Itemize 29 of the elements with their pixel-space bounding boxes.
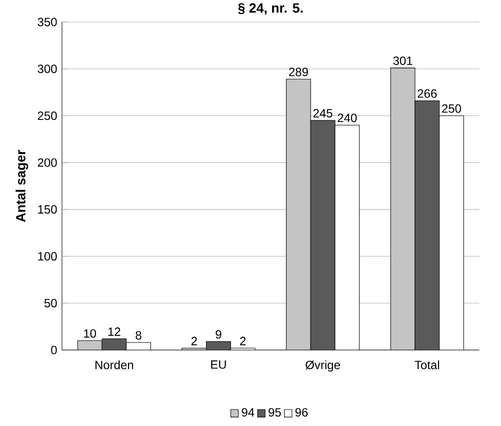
data-label: 289 (289, 68, 308, 76)
legend-label: 95 (268, 408, 281, 417)
x-tick-label: Norden (95, 360, 134, 370)
data-label: 8 (136, 331, 142, 340)
data-label: 240 (338, 114, 357, 122)
y-tick-label: 350 (38, 18, 57, 26)
y-tick-label: 200 (38, 158, 57, 167)
data-label: 2 (240, 336, 246, 346)
y-tick-label: 0 (51, 346, 57, 354)
x-tick-label: Total (414, 360, 440, 370)
x-tick-label: Øvrige (306, 360, 340, 372)
data-label: 9 (216, 330, 222, 339)
y-tick-label: 50 (44, 298, 57, 308)
legend-label: 96 (295, 408, 308, 417)
y-axis-title: Antal sager (16, 150, 28, 222)
y-tick-label: 150 (38, 205, 57, 214)
y-tick-label: 250 (38, 111, 57, 120)
y-tick-label: 100 (38, 252, 57, 261)
x-tick-label: EU (211, 360, 226, 369)
data-label: 245 (313, 108, 332, 118)
data-label: 10 (84, 329, 96, 338)
data-label: 250 (442, 104, 462, 113)
legend-label: 94 (242, 408, 254, 417)
data-label: 266 (418, 89, 437, 98)
data-label: 2 (191, 336, 197, 346)
y-tick-label: 300 (38, 64, 57, 74)
chart-title: § 24, nr. 5. (238, 3, 303, 15)
data-label: 301 (393, 56, 412, 65)
data-label: 12 (108, 327, 120, 336)
